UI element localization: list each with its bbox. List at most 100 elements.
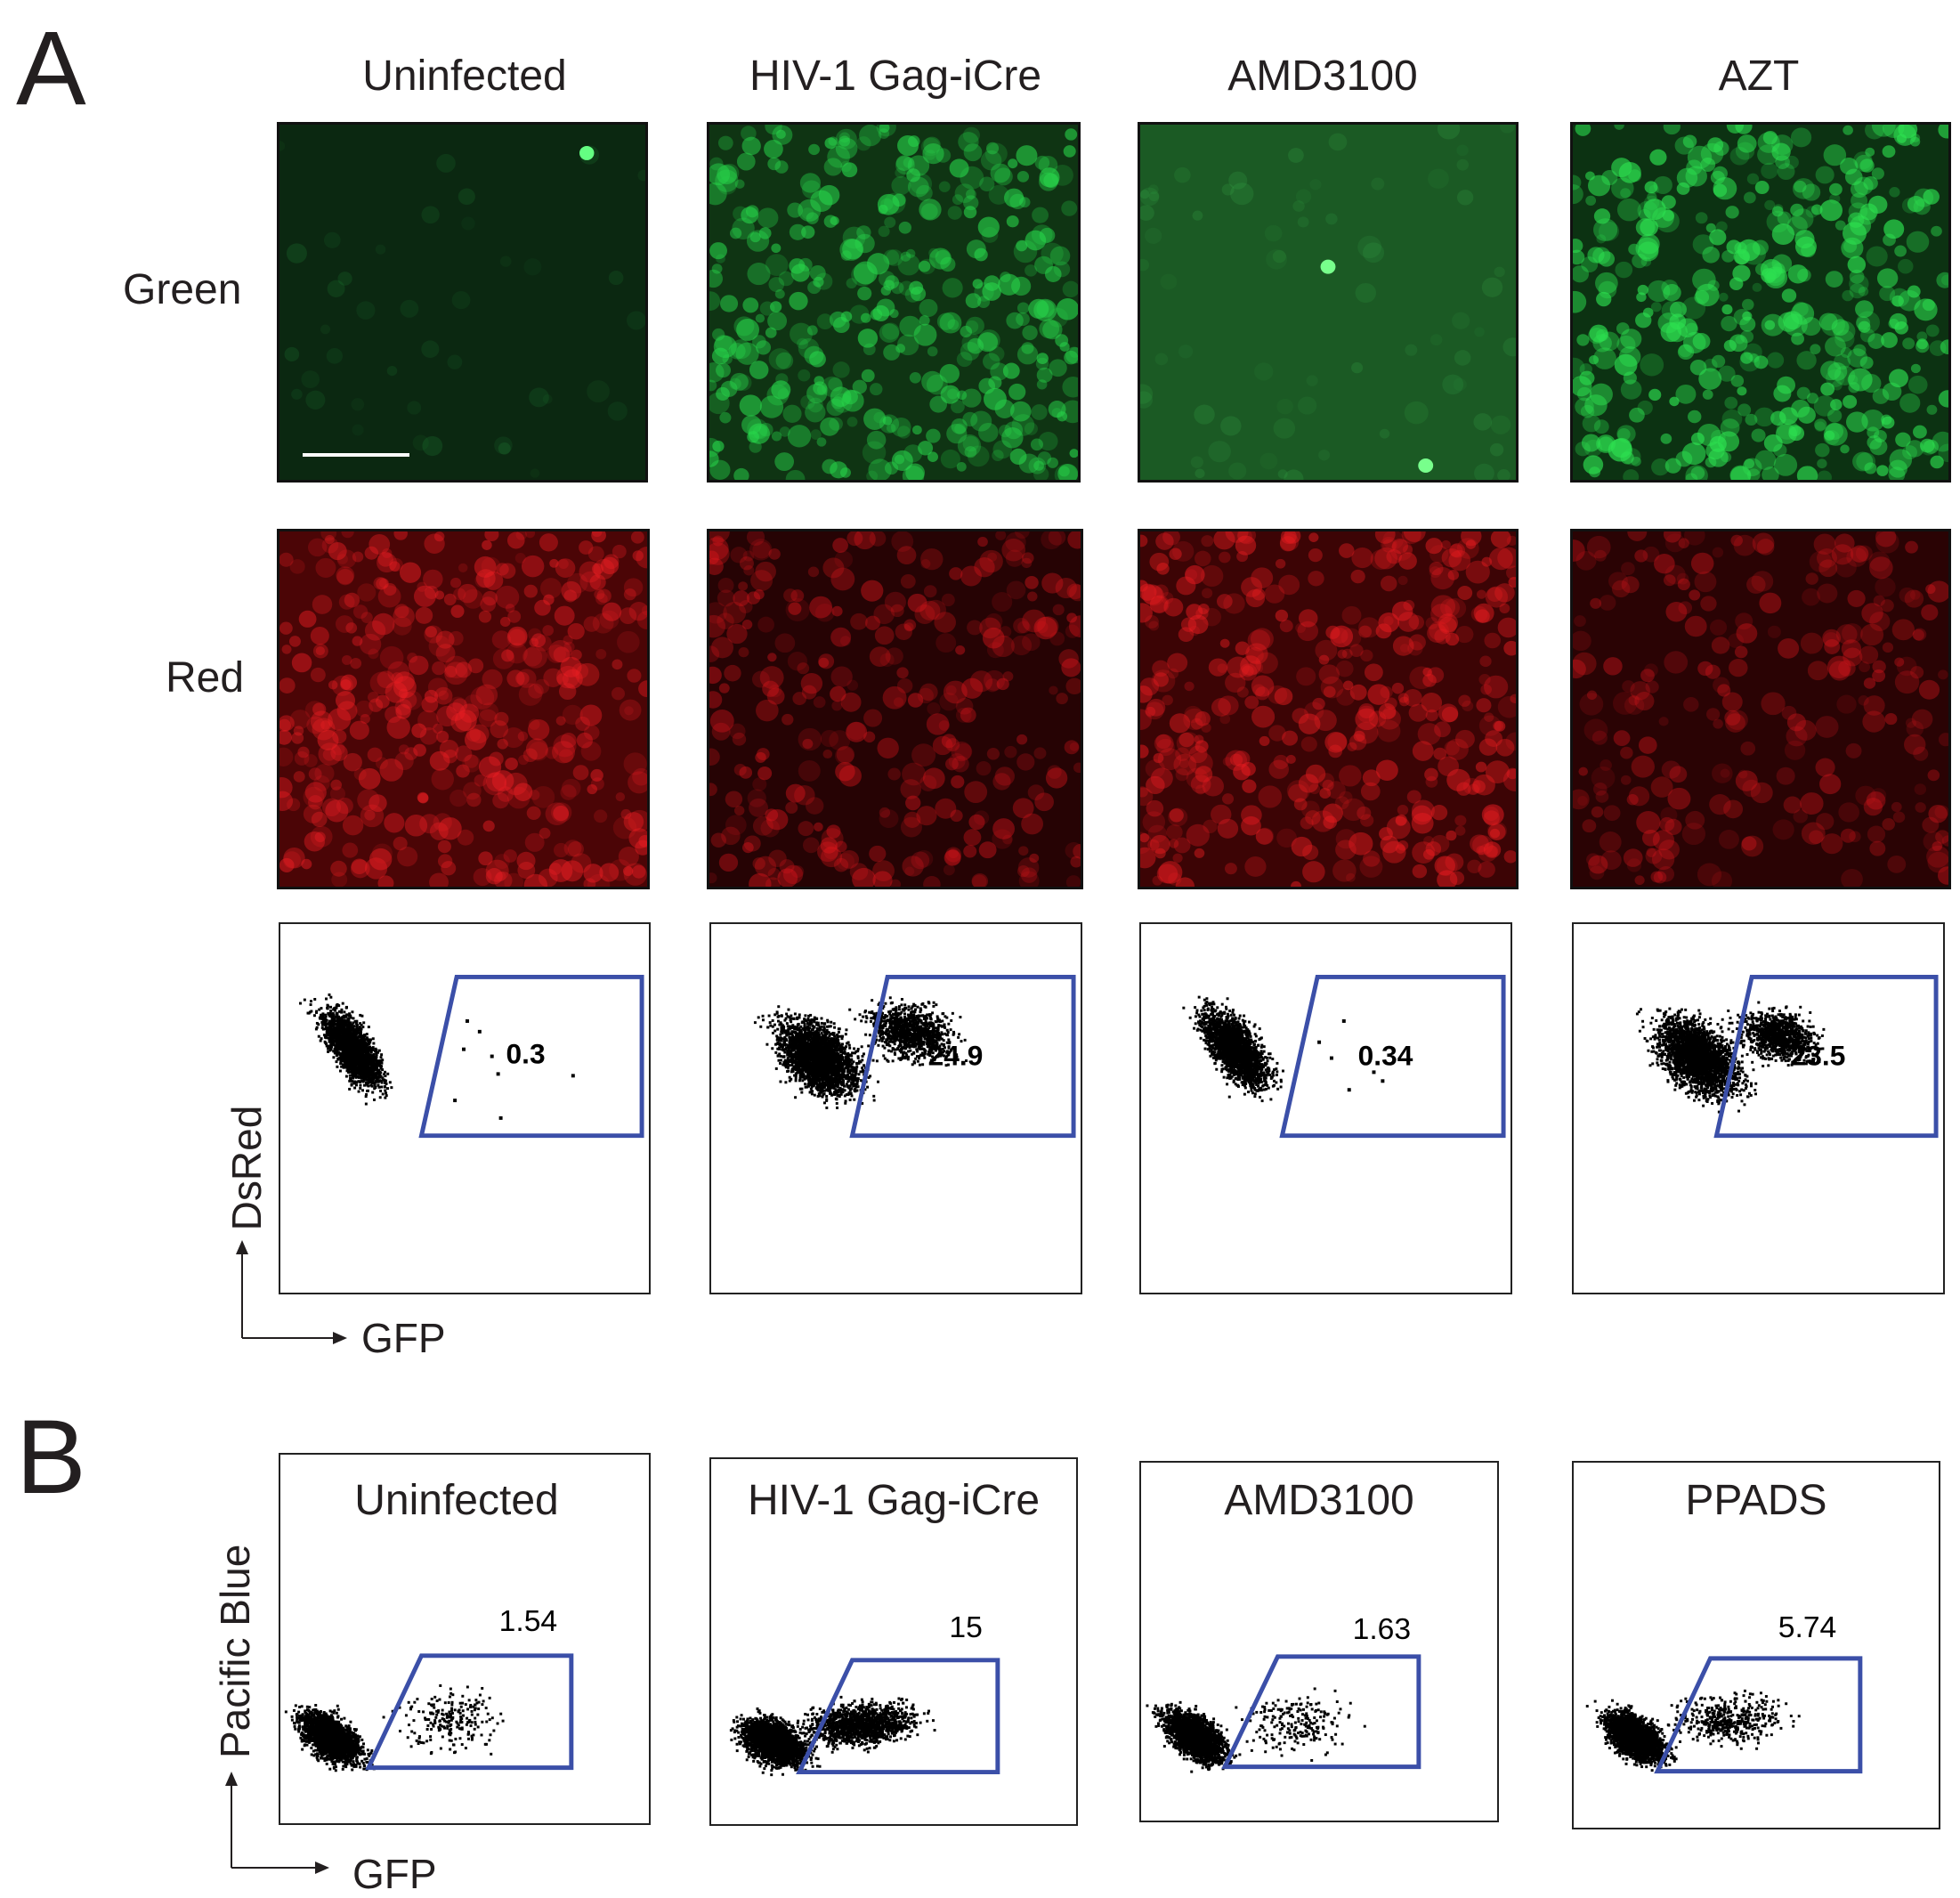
cell [846,278,857,289]
cell [620,808,632,820]
cell [733,806,745,816]
cell [336,566,355,585]
cell [986,142,1000,155]
cell [758,227,772,239]
cell [890,417,911,437]
cell [344,592,360,608]
cell [1184,681,1195,692]
cell [432,661,446,676]
cell [1658,840,1680,860]
cell [1447,569,1460,580]
event-dot [938,1044,942,1048]
cell [940,449,960,469]
cell [308,767,322,781]
cell [986,642,1004,659]
cell [1454,350,1471,366]
cell [839,850,860,869]
cell [1360,782,1381,801]
event-dot [384,1085,387,1089]
cell [1787,264,1809,284]
cell [1368,710,1387,727]
cell [1891,619,1915,641]
cell [428,635,451,657]
cell [879,807,891,818]
cell [743,835,761,852]
cell [830,627,852,647]
cell [1636,811,1661,834]
cell [554,605,575,626]
cell [1355,282,1377,304]
event-dot [333,1007,336,1010]
cell [885,647,903,665]
cell [912,425,922,435]
event-dot [375,1063,378,1067]
cell [486,772,507,792]
cell [1297,396,1317,415]
cell [1927,769,1940,782]
cell [809,265,826,281]
cell [1401,531,1421,544]
event-dot [330,1042,334,1046]
cell [506,642,528,664]
event-dot [367,1026,370,1029]
event-dot [798,1087,802,1091]
cell [1044,266,1062,282]
cell [1174,166,1191,183]
cell [1892,811,1906,823]
cell [962,126,980,144]
cell [313,775,330,791]
cell [1636,292,1647,303]
cell [1659,816,1675,831]
cell [589,574,606,590]
cell [1446,830,1457,841]
event-dot [366,1090,369,1092]
cell [1781,288,1797,303]
cell [404,815,428,837]
cell [1858,286,1869,296]
cell [1637,400,1653,416]
event-dot [453,1099,458,1103]
event-dot [477,1029,482,1034]
cell [561,580,582,601]
cell [1894,245,1907,257]
cell [1762,130,1778,145]
cell [948,848,959,859]
event-dot [363,1034,366,1036]
cell [813,696,826,709]
event-dot [350,1047,353,1050]
cell [349,720,369,740]
cell [992,818,1015,840]
event-dot [359,1038,362,1042]
cell [1616,335,1636,353]
cell [450,604,465,618]
cell [1675,384,1697,404]
cell [1626,794,1639,806]
cell [919,315,930,326]
cell [494,436,513,455]
cell [1617,427,1631,441]
cell [1875,577,1896,597]
event-dot [344,1039,347,1042]
micrograph-green-hiv-gag-icre [707,122,1081,483]
event-dot [347,1043,351,1047]
cell [1508,576,1516,588]
cell [1744,343,1762,361]
event-dot [367,1062,370,1066]
cell [301,858,312,870]
cell [506,531,525,549]
cell [279,677,296,694]
cell [547,644,566,663]
cell [1295,622,1306,634]
cell [826,824,841,839]
cell [1850,215,1872,236]
event-dot [352,1025,356,1028]
event-dot [390,1086,393,1090]
cell [1802,183,1821,201]
cell [1382,840,1406,864]
cell [768,849,787,868]
cell [830,685,846,702]
event-dot [309,1000,312,1003]
cell [1408,634,1426,651]
event-dot [371,1054,375,1058]
event-dot [351,1072,354,1075]
